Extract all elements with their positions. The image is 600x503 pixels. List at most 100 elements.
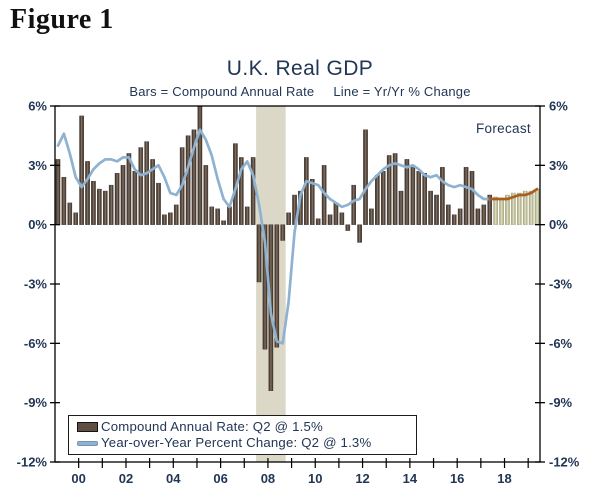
x-tick-label: 14 xyxy=(403,471,418,486)
bar-actual xyxy=(162,214,167,225)
bar-actual xyxy=(416,171,422,225)
legend-item-line: Year-over-Year Percent Change: Q2 @ 1.3% xyxy=(77,435,408,451)
bar-actual xyxy=(351,184,356,225)
legend-bar-label: Compound Annual Rate: Q2 @ 1.5% xyxy=(101,418,323,434)
bar-actual xyxy=(404,159,410,225)
line-yoy-forecast xyxy=(488,187,539,201)
bar-actual xyxy=(209,206,215,225)
y-axis-right: 6% 3% 0% -3% -6% -9% -12% xyxy=(535,99,580,470)
y-tick-label-right: -12% xyxy=(549,455,580,470)
bar-actual xyxy=(191,129,197,225)
bar-actual xyxy=(138,147,144,225)
bar-forecast xyxy=(493,196,498,225)
bar-actual xyxy=(380,171,386,225)
bar-actual xyxy=(487,194,493,225)
chart-legend: Compound Annual Rate: Q2 @ 1.5% Year-ove… xyxy=(68,415,417,455)
bar-actual xyxy=(244,206,250,225)
y-tick-label-right: -3% xyxy=(549,277,573,292)
bar-actual xyxy=(168,212,173,225)
bar-actual xyxy=(108,184,114,225)
bar-actual xyxy=(250,157,256,225)
bar-actual xyxy=(469,171,475,225)
bar-actual xyxy=(280,224,286,241)
bar-actual xyxy=(434,194,439,225)
bar-actual xyxy=(286,212,291,225)
bar-forecast xyxy=(528,190,534,225)
bar-actual xyxy=(309,178,315,225)
y-tick-label-left: -9% xyxy=(24,395,48,410)
y-tick-label-left: -12% xyxy=(17,455,48,470)
bar-actual xyxy=(363,129,368,225)
bar-actual xyxy=(386,155,392,225)
bar-actual xyxy=(463,167,469,225)
bar-actual xyxy=(150,159,155,225)
bar-actual xyxy=(440,167,445,225)
x-tick-label: 06 xyxy=(213,471,227,486)
y-tick-label-left: 6% xyxy=(28,99,47,114)
bar-actual xyxy=(132,171,138,225)
x-tick-label: 18 xyxy=(497,471,511,486)
y-tick-label-right: 3% xyxy=(549,158,568,173)
bar-actual xyxy=(97,188,102,225)
bar-actual xyxy=(375,175,380,225)
bar-actual xyxy=(315,218,321,225)
bar-actual xyxy=(73,212,79,225)
bar-actual xyxy=(120,165,126,225)
bar-actual xyxy=(114,173,120,225)
x-axis: 00 02 04 06 08 10 12 14 16 18 xyxy=(71,458,529,486)
bar-actual xyxy=(79,115,84,225)
bar-actual xyxy=(67,202,73,225)
bar-actual xyxy=(173,204,179,225)
chart-subtitle: Bars = Compound Annual Rate Line = Yr/Yr… xyxy=(129,84,471,99)
bar-actual xyxy=(422,173,427,225)
line-yoy-actual xyxy=(56,128,492,345)
y-tick-label-right: -6% xyxy=(549,336,573,351)
x-tick-label: 10 xyxy=(308,471,322,486)
y-axis-left: 6% 3% 0% -3% -6% -9% -12% xyxy=(17,99,60,470)
legend-item-bars: Compound Annual Rate: Q2 @ 1.5% xyxy=(77,419,408,435)
bar-actual xyxy=(185,135,191,225)
figure-title: Figure 1 xyxy=(10,4,114,35)
bar-actual xyxy=(55,159,61,225)
bar-actual xyxy=(85,161,90,225)
bar-actual xyxy=(428,190,433,225)
bar-actual xyxy=(256,224,262,283)
bar-actual xyxy=(369,208,374,225)
x-tick-label: 04 xyxy=(166,471,181,486)
bar-actual xyxy=(262,224,268,350)
bar-actual xyxy=(451,214,457,225)
bar-actual xyxy=(481,204,487,225)
bar-actual xyxy=(457,208,463,225)
bar-actual xyxy=(345,224,351,231)
bar-forecast xyxy=(511,192,516,225)
bar-actual xyxy=(475,208,481,225)
bar-actual xyxy=(392,153,398,225)
bar-actual xyxy=(227,206,232,225)
bar-forecast xyxy=(522,190,528,225)
bar-actual xyxy=(333,202,339,225)
y-tick-label-right: 6% xyxy=(549,99,568,114)
x-tick-label: 12 xyxy=(355,471,369,486)
bar-actual xyxy=(304,157,309,225)
bar-series-swatch-icon xyxy=(77,421,98,432)
line-series-swatch-icon xyxy=(77,440,98,446)
x-tick-label: 02 xyxy=(119,471,133,486)
y-tick-label-left: 3% xyxy=(28,158,47,173)
chart-title: U.K. Real GDP xyxy=(226,57,374,80)
bar-actual xyxy=(410,165,416,225)
x-tick-label: 00 xyxy=(71,471,85,486)
y-tick-label-right: -9% xyxy=(549,395,573,410)
bar-actual xyxy=(61,176,67,225)
x-tick-label: 08 xyxy=(261,471,275,486)
bar-actual xyxy=(239,157,244,225)
bar-actual xyxy=(102,190,108,225)
x-tick-label: 16 xyxy=(450,471,464,486)
bar-actual xyxy=(197,105,203,225)
bar-forecast xyxy=(516,192,522,225)
bar-actual xyxy=(221,220,226,225)
bar-actual xyxy=(215,208,220,225)
bar-actual xyxy=(203,165,209,225)
bar-actual xyxy=(91,180,96,225)
forecast-annotation: Forecast xyxy=(476,121,531,136)
